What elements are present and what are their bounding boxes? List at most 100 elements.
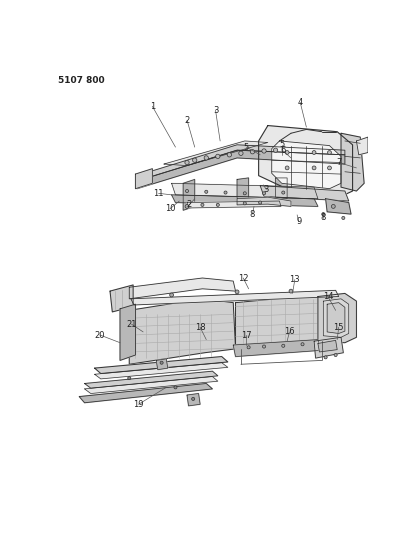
Circle shape [262,192,265,195]
Polygon shape [137,145,344,181]
Circle shape [204,190,207,193]
Circle shape [341,216,344,220]
Polygon shape [94,357,227,374]
Circle shape [200,203,203,206]
Circle shape [238,151,243,156]
Polygon shape [233,340,319,357]
Polygon shape [323,299,348,337]
Polygon shape [84,377,217,393]
Text: 10: 10 [164,204,175,213]
Text: 12: 12 [237,273,248,282]
Text: 17: 17 [240,330,251,340]
Circle shape [192,158,196,163]
Polygon shape [317,294,355,343]
Text: 2: 2 [184,116,189,125]
Polygon shape [187,393,200,406]
Polygon shape [187,201,280,208]
Text: 15: 15 [333,323,343,332]
Polygon shape [171,183,317,199]
Polygon shape [171,195,317,206]
Text: 3: 3 [263,185,268,194]
Polygon shape [94,363,227,379]
Polygon shape [110,285,133,312]
Circle shape [216,203,219,206]
Text: 3: 3 [212,106,218,115]
Polygon shape [355,137,367,155]
Circle shape [227,152,231,157]
Text: 6: 6 [280,147,285,156]
Circle shape [300,343,303,346]
Polygon shape [120,304,135,360]
Circle shape [191,398,194,400]
Polygon shape [236,178,248,204]
Circle shape [185,189,188,192]
Circle shape [321,213,324,216]
Circle shape [311,151,315,155]
Text: 9: 9 [295,217,301,227]
Polygon shape [137,150,344,189]
Circle shape [243,202,246,205]
Text: 1: 1 [149,102,155,111]
Polygon shape [271,141,340,189]
Text: 4: 4 [297,98,302,107]
Polygon shape [258,126,352,196]
Circle shape [247,346,249,349]
Circle shape [273,148,277,152]
Polygon shape [313,337,342,358]
Circle shape [261,149,265,153]
Text: 8: 8 [320,213,325,222]
Polygon shape [129,299,235,364]
Circle shape [262,345,265,348]
Circle shape [160,361,163,364]
Polygon shape [236,197,290,206]
Text: 13: 13 [289,275,299,284]
Text: 14: 14 [322,292,333,301]
Polygon shape [129,278,235,299]
Text: 18: 18 [194,323,205,332]
Circle shape [285,166,288,170]
Text: 16: 16 [283,327,294,336]
Circle shape [204,156,208,160]
Circle shape [128,377,130,379]
Circle shape [243,192,246,195]
Circle shape [288,289,292,293]
Text: 2: 2 [186,200,191,209]
Polygon shape [79,384,212,403]
Circle shape [281,191,284,194]
Circle shape [330,205,335,208]
Circle shape [281,344,284,348]
Circle shape [333,353,336,357]
Polygon shape [326,303,344,334]
Circle shape [250,150,254,154]
Circle shape [311,166,315,170]
Circle shape [223,191,227,194]
Circle shape [173,386,177,389]
Circle shape [184,205,189,208]
Circle shape [285,151,288,155]
Polygon shape [340,133,363,191]
Text: 5107 800: 5107 800 [58,76,105,85]
Polygon shape [317,341,336,352]
Circle shape [235,290,238,294]
Circle shape [184,160,189,165]
Text: 5: 5 [243,143,248,151]
Polygon shape [164,141,267,166]
Polygon shape [135,168,152,189]
Polygon shape [130,290,338,305]
Polygon shape [325,199,350,214]
Polygon shape [156,359,167,370]
Text: 5: 5 [279,140,284,149]
Circle shape [215,154,220,158]
Text: 8: 8 [249,209,254,219]
Text: 21: 21 [126,320,137,329]
Circle shape [323,356,326,359]
Circle shape [258,201,261,204]
Text: 20: 20 [94,330,105,340]
Circle shape [327,166,330,170]
Text: 7: 7 [335,158,341,167]
Circle shape [327,151,330,155]
Polygon shape [183,180,194,210]
Polygon shape [260,185,348,201]
Polygon shape [275,178,286,199]
Text: 11: 11 [153,189,163,198]
